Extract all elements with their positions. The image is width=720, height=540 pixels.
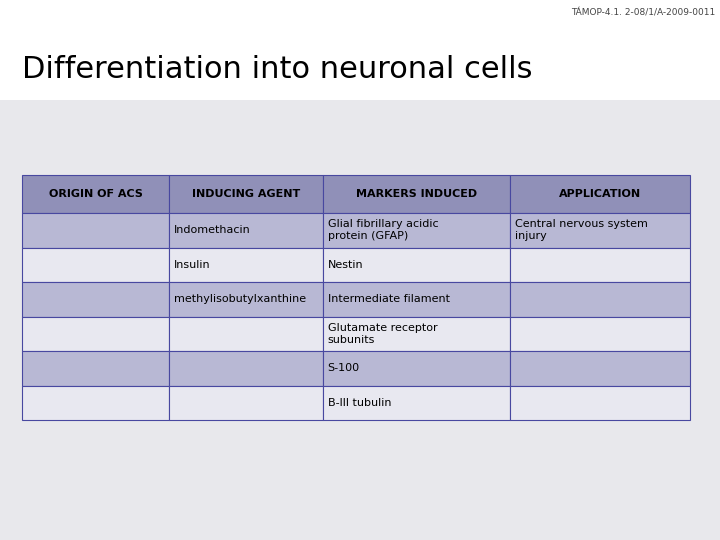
Bar bbox=[510, 282, 690, 316]
Text: Central nervous system
injury: Central nervous system injury bbox=[515, 219, 647, 241]
Bar bbox=[510, 386, 690, 420]
Bar bbox=[323, 247, 510, 282]
Text: Nestin: Nestin bbox=[328, 260, 363, 270]
Text: Glial fibrillary acidic
protein (GFAP): Glial fibrillary acidic protein (GFAP) bbox=[328, 219, 438, 241]
Bar bbox=[22, 213, 169, 247]
Text: methylisobutylxanthine: methylisobutylxanthine bbox=[174, 294, 306, 304]
Bar bbox=[323, 282, 510, 316]
Bar bbox=[169, 282, 323, 316]
Bar bbox=[169, 213, 323, 247]
Bar bbox=[510, 247, 690, 282]
Text: INDUCING AGENT: INDUCING AGENT bbox=[192, 189, 300, 199]
Text: Intermediate filament: Intermediate filament bbox=[328, 294, 449, 304]
Bar bbox=[22, 282, 169, 316]
Text: B-lll tubulin: B-lll tubulin bbox=[328, 398, 391, 408]
Bar bbox=[169, 351, 323, 386]
Bar bbox=[510, 316, 690, 351]
Text: Insulin: Insulin bbox=[174, 260, 210, 270]
Bar bbox=[323, 351, 510, 386]
Text: ORIGIN OF ACS: ORIGIN OF ACS bbox=[48, 189, 143, 199]
Bar bbox=[323, 213, 510, 247]
Bar bbox=[22, 351, 169, 386]
Bar bbox=[169, 247, 323, 282]
Bar bbox=[169, 175, 323, 213]
Text: APPLICATION: APPLICATION bbox=[559, 189, 641, 199]
Bar bbox=[22, 175, 169, 213]
Bar bbox=[510, 213, 690, 247]
Bar bbox=[22, 386, 169, 420]
Text: MARKERS INDUCED: MARKERS INDUCED bbox=[356, 189, 477, 199]
Text: S-100: S-100 bbox=[328, 363, 360, 373]
Bar bbox=[510, 175, 690, 213]
Bar bbox=[323, 175, 510, 213]
Text: Indomethacin: Indomethacin bbox=[174, 225, 251, 235]
Bar bbox=[22, 316, 169, 351]
Bar bbox=[169, 386, 323, 420]
Text: Differentiation into neuronal cells: Differentiation into neuronal cells bbox=[22, 55, 533, 84]
Bar bbox=[0, 0, 720, 100]
Bar bbox=[22, 247, 169, 282]
Bar bbox=[323, 386, 510, 420]
Bar bbox=[510, 351, 690, 386]
Text: Glutamate receptor
subunits: Glutamate receptor subunits bbox=[328, 322, 437, 345]
Bar bbox=[323, 316, 510, 351]
Bar bbox=[169, 316, 323, 351]
Text: TÁMOP-4.1. 2-08/1/A-2009-0011: TÁMOP-4.1. 2-08/1/A-2009-0011 bbox=[571, 8, 715, 17]
